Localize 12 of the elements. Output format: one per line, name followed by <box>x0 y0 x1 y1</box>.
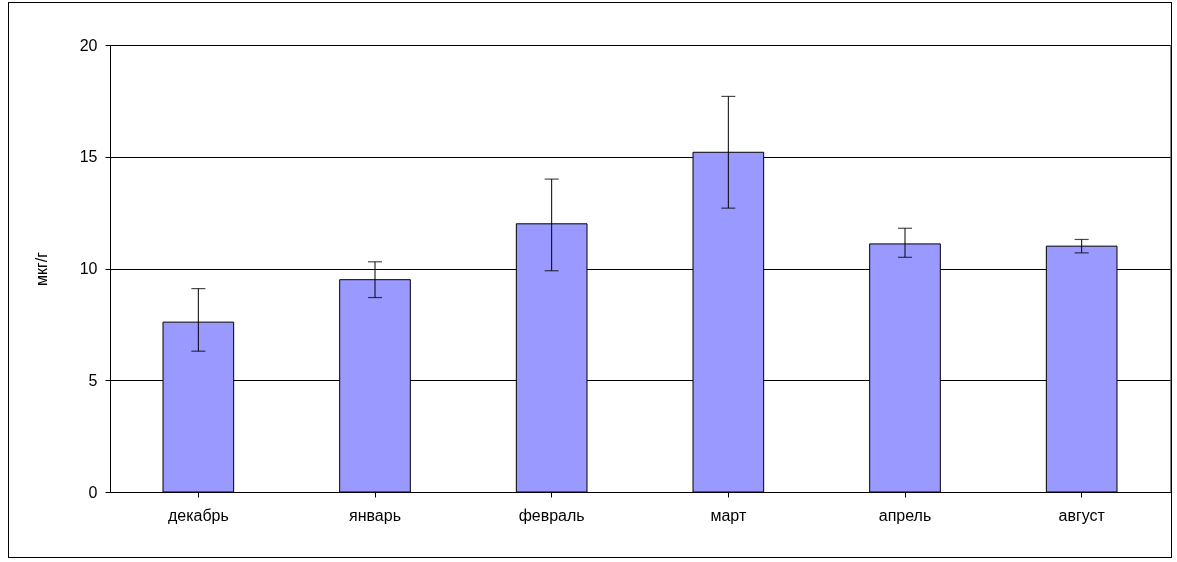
x-tick-label: январь <box>349 506 401 524</box>
x-tick-label: декабрь <box>167 506 229 524</box>
x-tick-label: февраль <box>518 506 585 524</box>
y-tick-label: 15 <box>79 148 98 166</box>
y-tick-label: 20 <box>79 36 98 54</box>
x-tick-label: август <box>1058 506 1106 524</box>
y-tick-label: 5 <box>88 371 98 389</box>
y-tick-label: 10 <box>79 260 98 277</box>
x-tick-label: апрель <box>878 506 932 524</box>
y-axis-title: мкг/г <box>32 251 50 287</box>
x-tick-label: март <box>710 506 747 524</box>
y-tick-label: 0 <box>88 483 98 501</box>
